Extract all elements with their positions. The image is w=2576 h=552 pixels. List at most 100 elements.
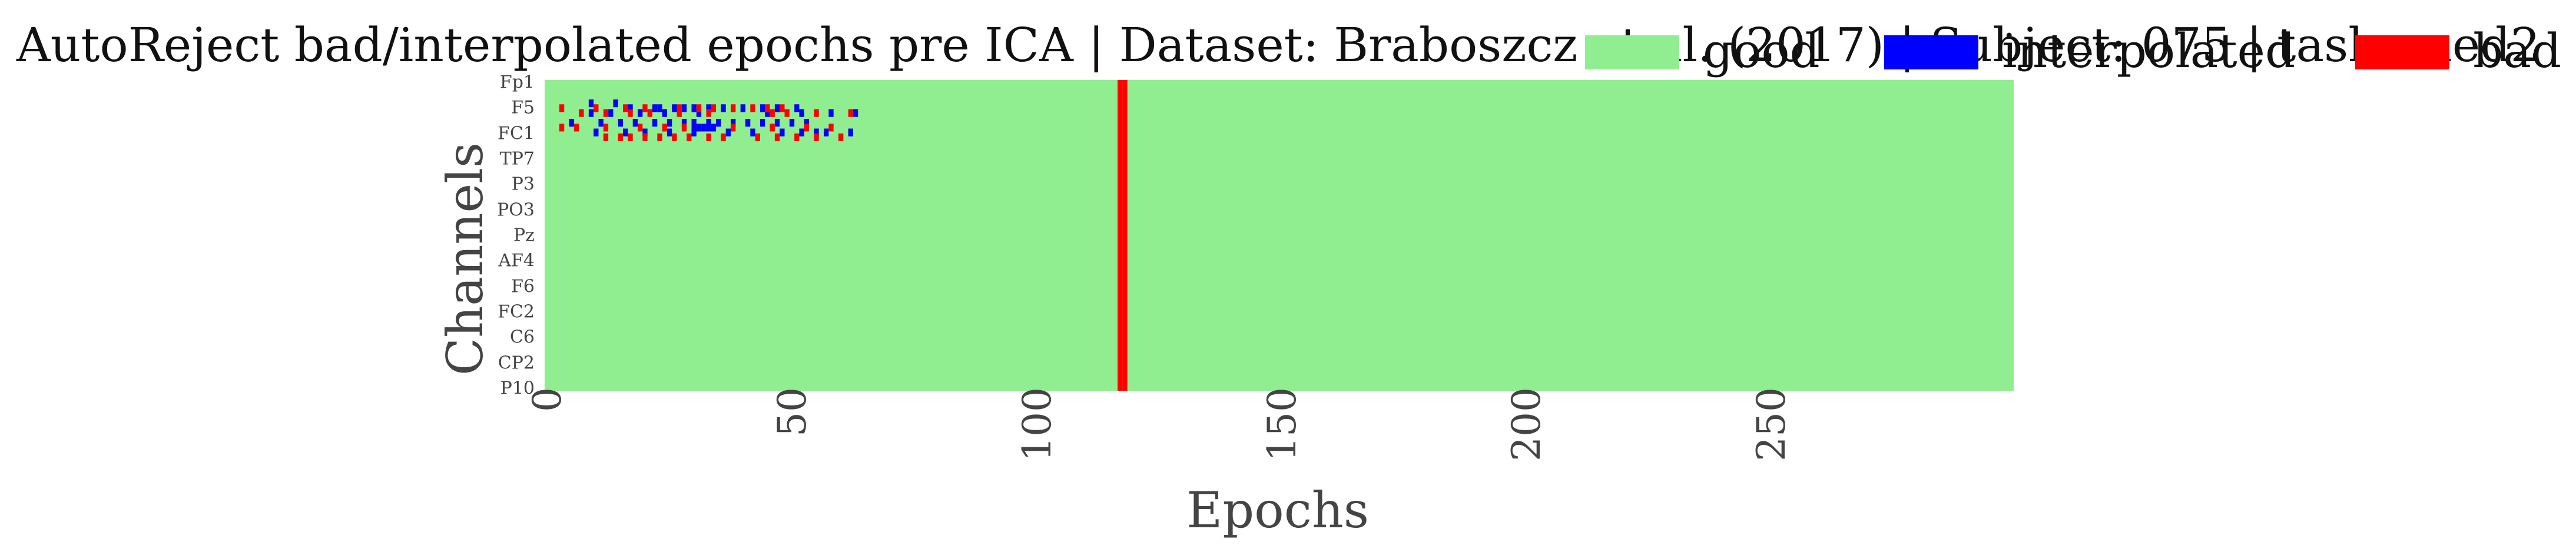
heatmap-cell-bad	[814, 109, 819, 117]
heatmap-cell-interpolated	[731, 119, 736, 127]
heatmap-cell-interpolated	[696, 124, 702, 132]
y-tick-label: P3	[511, 174, 535, 195]
heatmap-cell-bad	[687, 133, 692, 141]
heatmap-cell-interpolated	[774, 104, 780, 112]
y-tick-label: F6	[511, 276, 535, 297]
heatmap-cell-bad	[794, 133, 800, 141]
heatmap-cell-interpolated	[799, 109, 804, 117]
heatmap-column-bad	[1118, 80, 1123, 391]
heatmap-cell-interpolated	[691, 124, 697, 132]
heatmap-cell-bad	[628, 133, 633, 141]
heatmap-cell-interpolated	[765, 109, 770, 117]
x-axis-label: Epochs	[1186, 481, 1369, 539]
heatmap-cell-bad	[657, 133, 662, 141]
heatmap-cell-bad	[559, 104, 565, 112]
heatmap-cell-interpolated	[701, 124, 707, 132]
chart-title: AutoReject bad/interpolated epochs pre I…	[16, 18, 2541, 72]
heatmap-cell-interpolated	[789, 119, 795, 127]
heatmap-cell-interpolated	[691, 104, 697, 112]
heatmap-cell-bad	[731, 104, 736, 112]
heatmap-column-bad	[1122, 80, 1128, 391]
heatmap-cell-interpolated	[706, 104, 711, 112]
heatmap-cell-interpolated	[716, 119, 721, 127]
heatmap-cell-bad	[628, 109, 633, 117]
heatmap-cell-interpolated	[706, 119, 711, 127]
x-tick-label: 50	[769, 387, 815, 437]
heatmap-cell-interpolated	[828, 109, 834, 117]
heatmap-cell-bad	[603, 124, 609, 132]
heatmap-cell-bad	[721, 133, 726, 141]
heatmap-cell-interpolated	[652, 119, 658, 127]
heatmap-cell-bad	[603, 133, 609, 141]
heatmap-cell-bad	[603, 109, 609, 117]
y-axis-label: Channels	[436, 142, 494, 376]
heatmap-cell-bad	[731, 124, 736, 132]
heatmap-cell-bad	[672, 133, 677, 141]
heatmap-cell-bad	[662, 124, 667, 132]
heatmap-cell-bad	[780, 104, 785, 112]
heatmap-cell-interpolated	[760, 119, 765, 127]
heatmap-cell-bad	[774, 133, 780, 141]
heatmap-cell-interpolated	[691, 119, 697, 127]
heatmap-cell-interpolated	[681, 104, 687, 112]
heatmap-cell-bad	[594, 104, 599, 112]
heatmap-cell-bad	[559, 124, 565, 132]
heatmap-cell-interpolated	[638, 109, 643, 117]
heatmap-cell-interpolated	[853, 109, 858, 117]
heatmap-cell-interpolated	[696, 109, 702, 117]
heatmap-cell-bad	[647, 109, 652, 117]
heatmap-cell-interpolated	[672, 104, 677, 112]
heatmap-cell-interpolated	[598, 119, 604, 127]
x-tick-label: 0	[525, 387, 570, 412]
heatmap-cell-bad	[804, 124, 810, 132]
heatmap-cell-bad	[696, 104, 702, 112]
heatmap-cell-interpolated	[608, 109, 614, 117]
heatmap-cell-bad	[770, 109, 775, 117]
heatmap-cell-interpolated	[706, 124, 711, 132]
y-tick-label: PO3	[497, 199, 535, 221]
heatmap-cell-bad	[706, 133, 711, 141]
heatmap-cell-interpolated	[662, 109, 667, 117]
heatmap-cell-interpolated	[618, 119, 624, 127]
y-tick-label: P10	[500, 378, 535, 399]
y-tick-label: CP2	[498, 353, 535, 374]
heatmap-cell-interpolated	[824, 128, 829, 137]
y-tick-labels: Fp1 F5 FC1 TP7 P3 PO3 Pz AF4 F6 FC2 C6 CP2 P10	[0, 0, 535, 552]
heatmap-cell-interpolated	[780, 128, 785, 137]
heatmap-cell-interpolated	[667, 119, 672, 127]
heatmap-cell-interpolated	[711, 124, 717, 132]
legend-swatch-bad	[2355, 35, 2449, 69]
heatmap-cell-bad	[618, 133, 624, 141]
heatmap-cell-bad	[784, 109, 790, 117]
heatmap-cell-bad	[706, 109, 711, 117]
heatmap-cell-bad	[711, 104, 717, 112]
x-tick-label: 250	[1749, 387, 1795, 461]
heatmap-cell-bad	[770, 124, 775, 132]
heatmap-cell-interpolated	[623, 128, 628, 137]
heatmap-cell-bad	[765, 104, 770, 112]
y-tick-label: Fp1	[499, 72, 535, 93]
heatmap-cell-bad	[573, 124, 579, 132]
heatmap-cell-interpolated	[594, 128, 599, 137]
y-tick-label: F5	[511, 97, 535, 118]
legend-label-good: good	[1703, 24, 1820, 78]
heatmap-cell-interpolated	[725, 128, 731, 137]
heatmap-cell-interpolated	[799, 128, 804, 137]
heatmap-cell-interpolated	[613, 99, 618, 108]
heatmap-cell-bad	[848, 109, 853, 117]
heatmap-cell-bad	[755, 133, 760, 141]
heatmap-cell-interpolated	[804, 119, 810, 127]
x-tick-label: 100	[1014, 387, 1060, 461]
y-tick-label: AF4	[498, 250, 535, 271]
y-tick-label: C6	[509, 327, 535, 348]
heatmap-cell-interpolated	[588, 109, 594, 117]
heatmap-cell-bad	[677, 109, 682, 117]
heatmap-cell-bad	[828, 124, 834, 132]
heatmap-cell-bad	[838, 133, 844, 141]
heatmap-cell-interpolated	[774, 119, 780, 127]
heatmap-cell-bad	[677, 104, 682, 112]
heatmap-cell-interpolated	[569, 119, 574, 127]
heatmap-cell-interpolated	[642, 128, 648, 137]
